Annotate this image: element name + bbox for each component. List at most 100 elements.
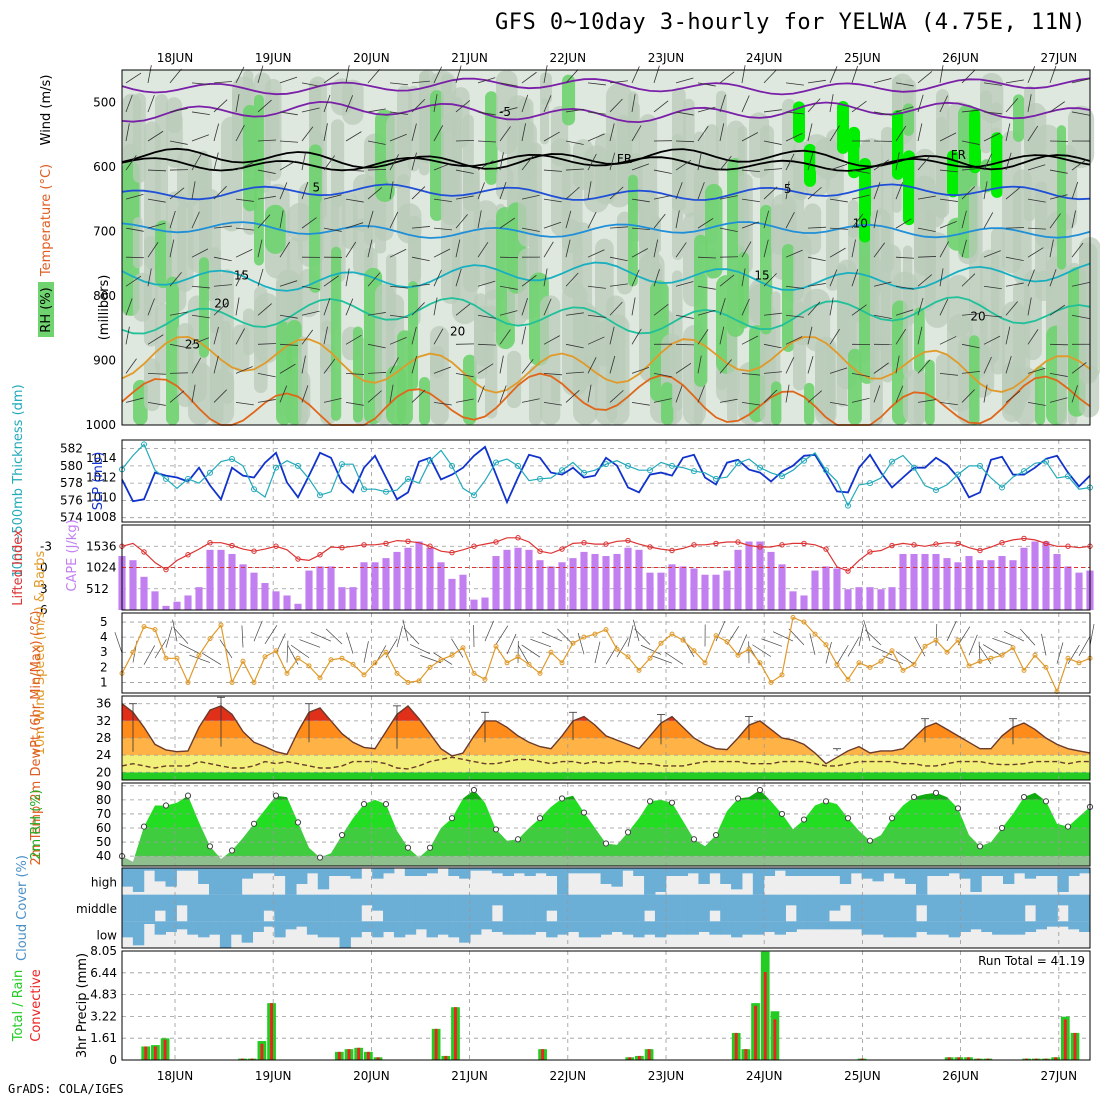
temp-line xyxy=(121,703,1091,765)
wind-barb xyxy=(499,385,507,403)
rh-point xyxy=(228,847,236,854)
wind-barb xyxy=(873,111,892,116)
rh-blob-gray xyxy=(551,371,561,404)
wind-barb xyxy=(609,186,624,200)
wind10-barb xyxy=(1004,631,1025,642)
wind-barb xyxy=(389,181,394,200)
thickness-point xyxy=(1043,458,1049,465)
rh-blob-green xyxy=(738,251,749,329)
wind-barb xyxy=(543,241,554,258)
wind10-point xyxy=(427,664,433,670)
wind-barb xyxy=(763,168,782,171)
lifted-index-point xyxy=(911,542,917,548)
rh-tick-label: 70 xyxy=(96,807,111,821)
precip-conv-bar xyxy=(250,1058,254,1060)
cape-bar xyxy=(943,558,951,610)
cape-bar xyxy=(239,564,247,610)
cape-bar xyxy=(393,551,401,610)
wind-barb xyxy=(235,94,240,113)
wind-barb xyxy=(653,169,672,174)
wind-barb xyxy=(389,248,407,258)
pressure-tick-label: 500 xyxy=(93,95,116,109)
cloud-middle-cell xyxy=(328,894,341,922)
wind-barb xyxy=(1027,125,1039,142)
wind10-point xyxy=(1032,652,1038,658)
wind10-point xyxy=(581,634,587,640)
wind-barb xyxy=(741,169,760,173)
cloud-high-cell xyxy=(905,868,917,884)
wind-barb xyxy=(719,274,735,287)
rh-blob-green xyxy=(199,257,209,358)
cloud-low-cell xyxy=(915,921,928,932)
wind-barb xyxy=(1027,227,1046,230)
cape-tick-label: 1024 xyxy=(86,561,117,575)
wind-barb xyxy=(279,160,296,171)
rh-blob-gray xyxy=(584,356,599,387)
cloud-low-cell xyxy=(546,921,558,938)
wind10-barb xyxy=(299,639,321,648)
wind-barb xyxy=(147,65,152,83)
rh-point xyxy=(250,820,258,827)
cape-bar xyxy=(404,547,412,610)
wind10-point xyxy=(900,667,906,673)
cloud-middle-cell xyxy=(644,894,656,911)
wind-barb xyxy=(213,185,227,200)
thickness-point xyxy=(999,484,1005,491)
thickness-tick-label: 580 xyxy=(60,459,83,473)
wind-barb xyxy=(829,367,848,374)
rh-point xyxy=(756,786,764,794)
wind-barb xyxy=(741,335,759,345)
rh-blob-gray xyxy=(804,203,822,255)
wind-barb xyxy=(697,256,717,259)
thickness-point xyxy=(845,502,851,509)
wind-barb xyxy=(1005,123,1011,142)
wind-barb xyxy=(609,283,628,287)
rh-blob-gray xyxy=(133,93,146,183)
wind-barb xyxy=(367,343,386,349)
rh-blob-green xyxy=(485,91,498,185)
rh-point xyxy=(822,798,830,805)
wind-barb xyxy=(631,227,650,231)
wind10-barb xyxy=(957,626,971,646)
cloud-high-cell xyxy=(1046,868,1058,876)
wind10-barb xyxy=(1089,623,1095,646)
cape-bar xyxy=(448,578,456,610)
wind10-barb xyxy=(179,643,200,654)
rh-blob-green xyxy=(628,174,638,287)
precip-conv-bar xyxy=(734,1032,738,1060)
wind-barb xyxy=(983,384,988,403)
cloud-low-cell xyxy=(513,921,525,935)
cloud-high-cell xyxy=(644,868,656,895)
wind10-point xyxy=(944,649,950,655)
wind-barb xyxy=(1005,390,1021,403)
wind-barb xyxy=(565,239,571,258)
cloud-middle-cell xyxy=(263,894,275,911)
wind-barb xyxy=(367,312,386,316)
wind10-point xyxy=(845,676,851,682)
wind-barb xyxy=(257,65,264,84)
wind-barb xyxy=(785,336,803,345)
wind-barb xyxy=(917,71,933,84)
rh-point xyxy=(778,810,786,818)
cloud-high-cell xyxy=(926,868,939,876)
wind-barb xyxy=(741,268,746,287)
wind10-barb xyxy=(325,628,343,645)
wind-barb xyxy=(807,152,814,171)
wind-barb xyxy=(565,186,580,200)
wind-barb xyxy=(235,402,254,406)
precip-conv-bar xyxy=(986,1058,990,1060)
wind-barb xyxy=(213,256,232,262)
wind-barb xyxy=(983,111,1002,115)
contour-label: 10 xyxy=(853,217,868,231)
cloud-middle-cell xyxy=(807,894,819,922)
thickness-axis-label: 1000~500mb Thickness (dm) xyxy=(11,384,26,577)
cloud-middle-cell xyxy=(785,894,797,906)
rh-blob-gray xyxy=(243,308,255,355)
cloud-middle-cell xyxy=(720,894,732,922)
thickness-point xyxy=(361,486,367,493)
wind-barb xyxy=(785,249,803,258)
isotherm-line xyxy=(121,153,1091,172)
wind-barb xyxy=(147,198,166,203)
wind-barb xyxy=(939,95,948,113)
lifted-index-point xyxy=(933,541,939,547)
